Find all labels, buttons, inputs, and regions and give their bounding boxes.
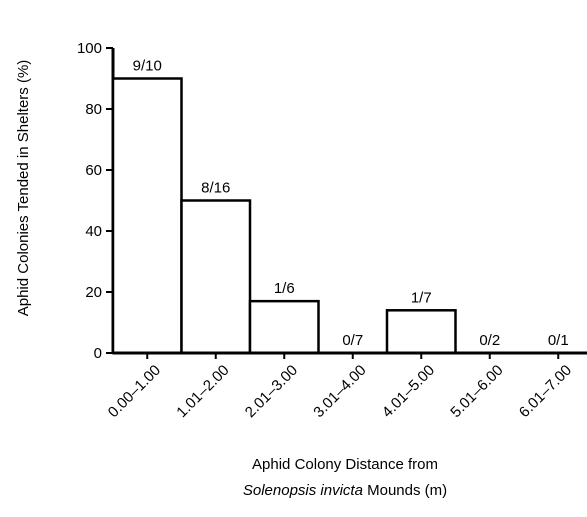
y-tick-label-80: 80 — [85, 101, 102, 118]
bar-label-0.00–1.00: 9/10 — [133, 58, 162, 75]
x-tick-label-3.01–4.00: 3.01–4.00 — [310, 362, 369, 421]
x-tick-label-6.01–7.00: 6.01–7.00 — [516, 362, 575, 421]
x-tick-label-2.01–3.00: 2.01–3.00 — [242, 362, 301, 421]
x-tick-label-1.01–2.00: 1.01–2.00 — [173, 362, 232, 421]
y-tick-label-60: 60 — [85, 162, 102, 179]
y-axis-title: Aphid Colonies Tended in Shelters (%) — [15, 60, 32, 317]
bar-1.01–2.00 — [180, 199, 252, 355]
bar-label-4.01–5.00: 1/7 — [411, 289, 432, 306]
x-axis-title-line2: Solenopsis invicta Mounds (m) — [243, 482, 447, 499]
bar-label-3.01–4.00: 0/7 — [342, 332, 363, 349]
x-axis-title-line1: Aphid Colony Distance from — [252, 456, 438, 473]
x-axis-title-species: Solenopsis invicta — [243, 482, 363, 499]
bar-2.01–3.00 — [248, 299, 320, 355]
x-tick-label-4.01–5.00: 4.01–5.00 — [379, 362, 438, 421]
bar-label-2.01–3.00: 1/6 — [274, 280, 295, 297]
bar-labels: 9/10 8/16 1/6 0/7 1/7 0/2 0/1 — [133, 58, 569, 350]
y-tick-label-0: 0 — [94, 345, 102, 362]
y-tick-label-40: 40 — [85, 223, 102, 240]
y-tick-label-20: 20 — [85, 284, 102, 301]
bars — [111, 77, 457, 355]
bar-0.00–1.00 — [111, 77, 183, 355]
bar-label-1.01–2.00: 8/16 — [201, 180, 230, 197]
bar-label-6.01–7.00: 0/1 — [548, 332, 569, 349]
x-tick-label-0.00–1.00: 0.00–1.00 — [105, 362, 164, 421]
x-axis-title-units: Mounds (m) — [363, 482, 447, 499]
bar-4.01–5.00 — [385, 309, 457, 355]
x-tick-label-5.01–6.00: 5.01–6.00 — [447, 362, 506, 421]
y-axis: 0 20 40 60 80 100 — [77, 40, 115, 362]
x-axis: 0.00–1.00 1.01–2.00 2.01–3.00 3.01–4.00 4.01… — [105, 351, 587, 421]
y-tick-label-100: 100 — [77, 40, 102, 57]
bar-label-5.01–6.00: 0/2 — [479, 332, 500, 349]
